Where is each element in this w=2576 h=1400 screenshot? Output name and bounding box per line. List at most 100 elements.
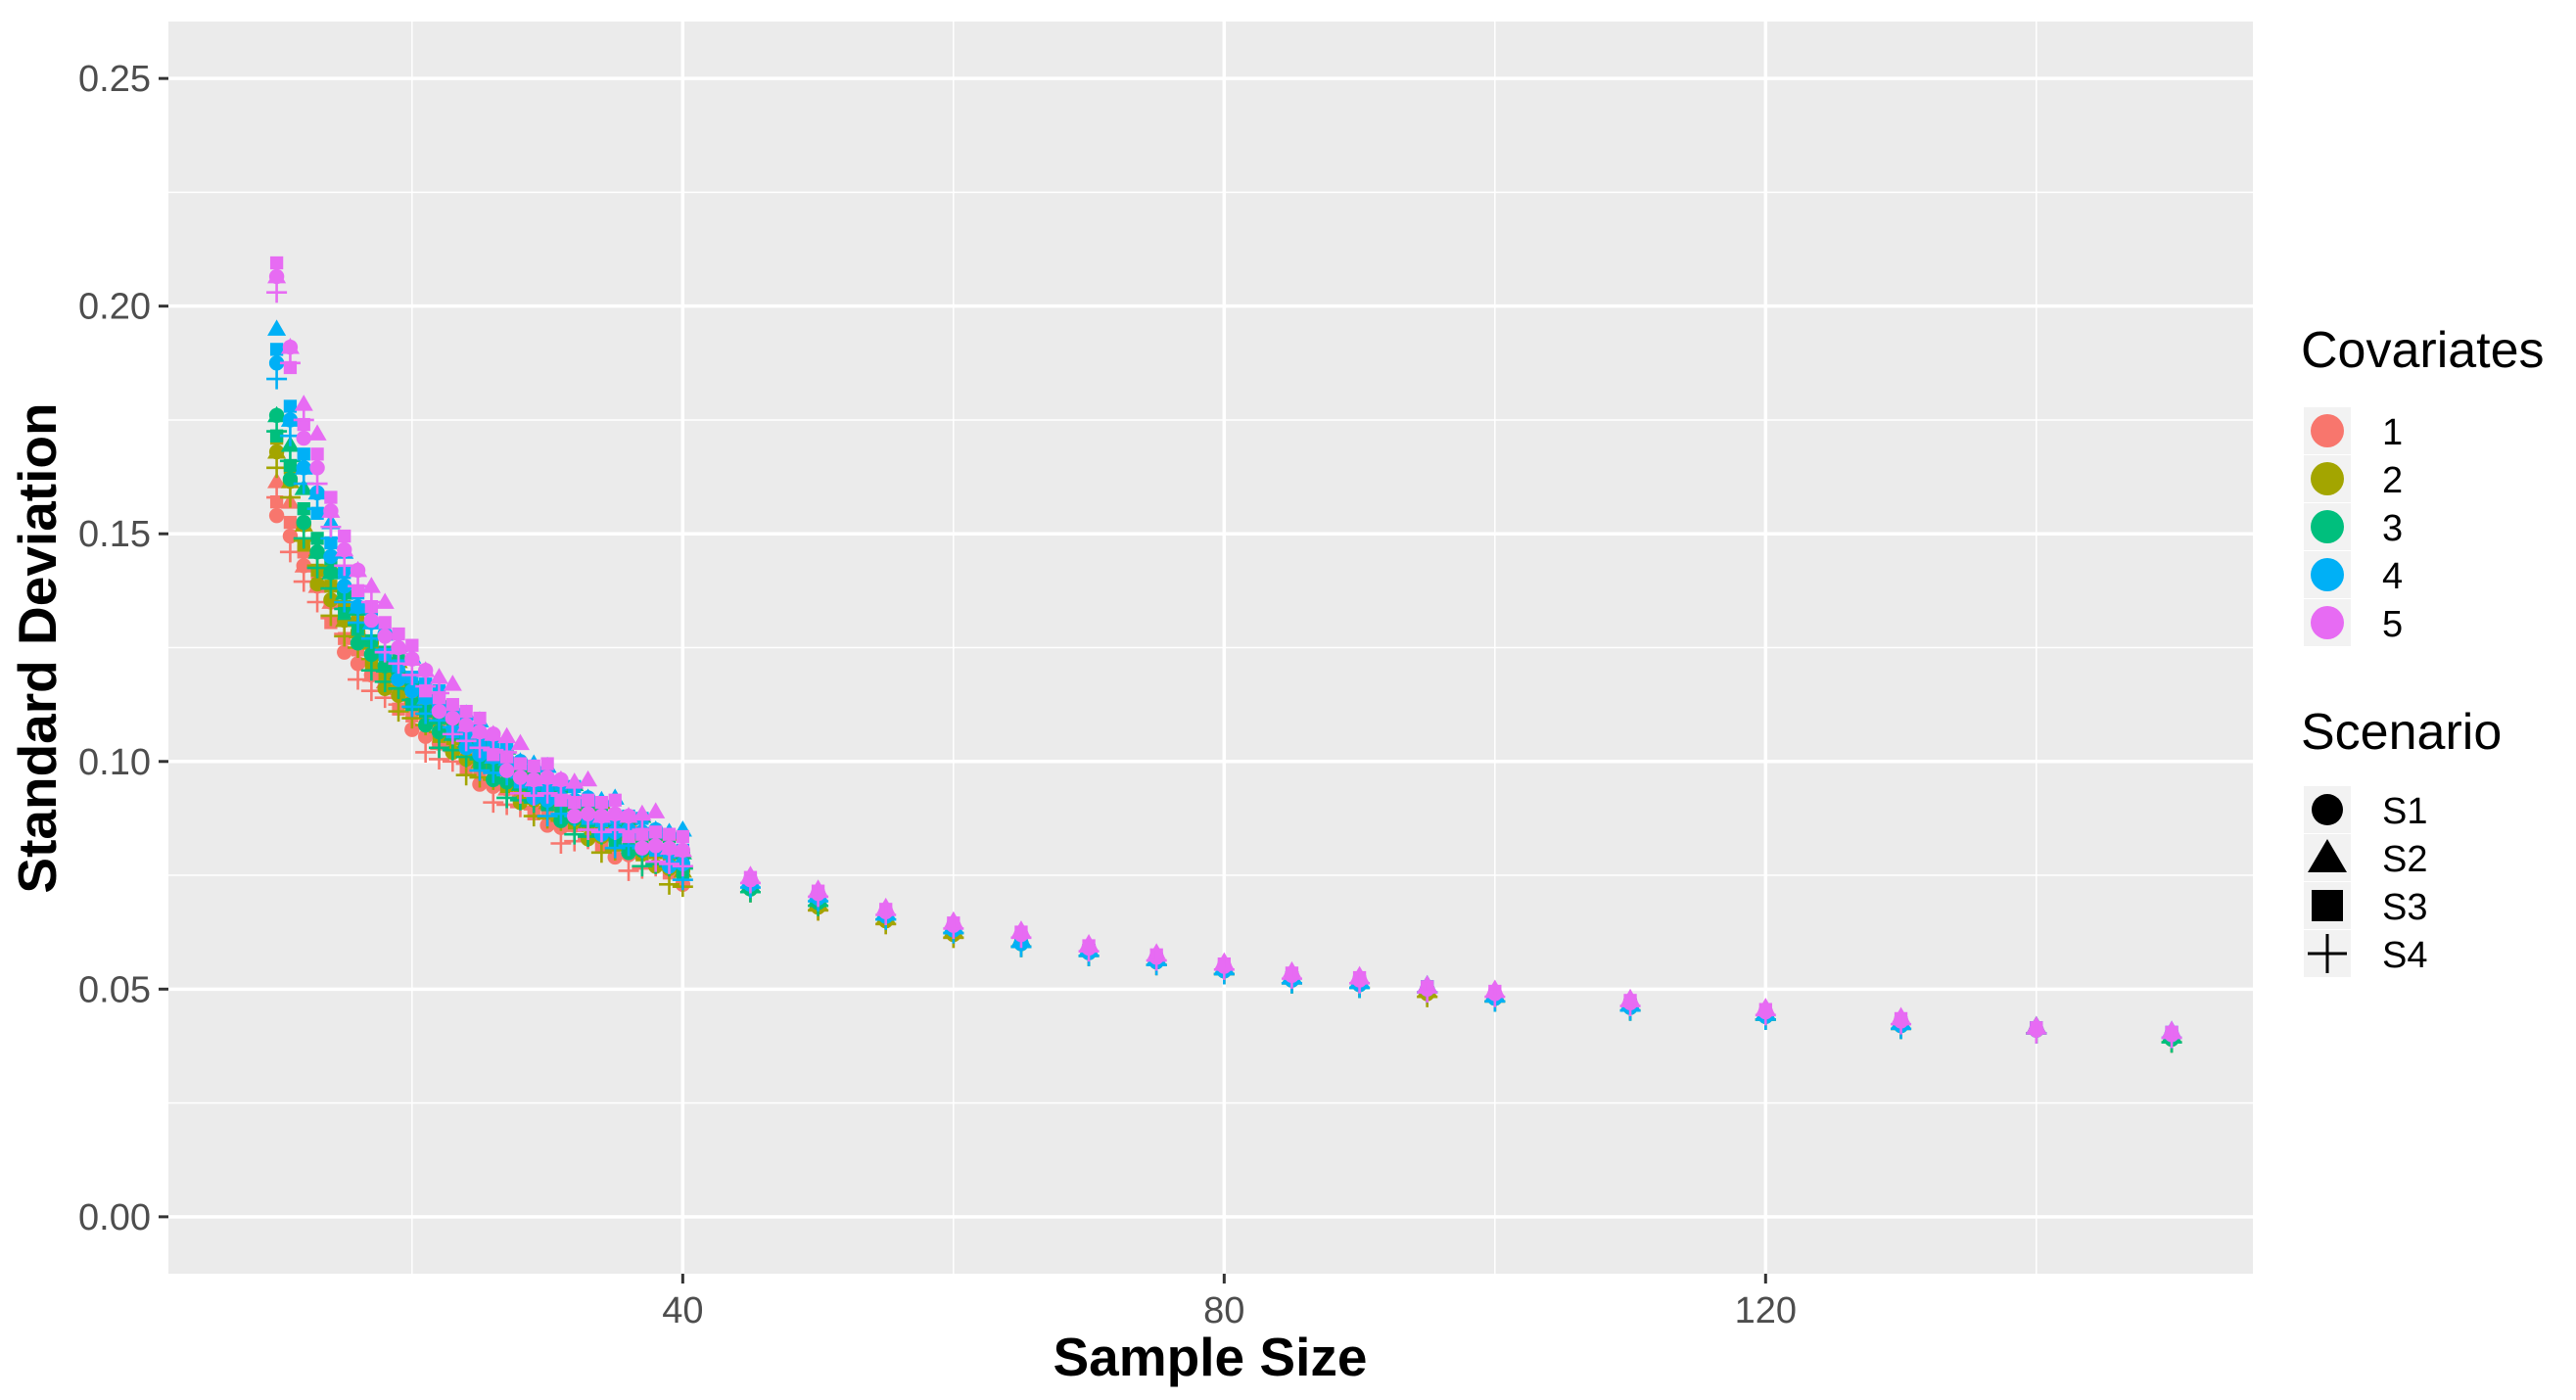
data-point <box>469 760 491 781</box>
data-point <box>619 807 638 823</box>
data-point <box>527 759 540 773</box>
data-point <box>306 473 328 494</box>
data-point <box>320 605 342 627</box>
data-point <box>335 539 354 557</box>
data-point <box>550 785 572 807</box>
data-point <box>632 819 653 841</box>
data-point <box>266 368 288 390</box>
legend-label-covariate: 5 <box>2382 604 2403 645</box>
data-point <box>604 837 626 859</box>
data-point <box>1891 1013 1912 1035</box>
data-point <box>581 793 595 807</box>
data-point <box>590 842 612 863</box>
y-tick-label: 0.05 <box>78 969 151 1010</box>
x-tick-label: 80 <box>1203 1290 1244 1331</box>
data-point <box>310 532 324 545</box>
data-point <box>659 873 680 895</box>
data-point <box>378 616 392 630</box>
legend-label-scenario: S2 <box>2382 839 2427 880</box>
legend-scenario-title: Scenario <box>2301 704 2502 761</box>
data-point <box>579 770 598 787</box>
legend-label-scenario: S4 <box>2382 935 2427 976</box>
data-point <box>306 557 328 579</box>
legend-label-scenario: S1 <box>2382 791 2427 832</box>
data-point <box>645 851 667 872</box>
data-point <box>323 591 339 608</box>
data-point <box>266 282 288 303</box>
data-point <box>279 352 301 374</box>
major-gridlines <box>168 22 2253 1274</box>
data-point <box>338 529 351 543</box>
data-point <box>293 528 314 549</box>
data-point <box>283 399 298 413</box>
data-point <box>538 768 557 784</box>
data-point <box>739 872 761 894</box>
data-point <box>334 555 355 577</box>
data-point <box>321 501 341 518</box>
data-point <box>309 460 325 476</box>
data-point <box>594 795 609 810</box>
data-point <box>524 770 543 787</box>
data-point <box>618 821 639 843</box>
data-point <box>269 256 284 270</box>
data-point <box>551 770 571 787</box>
data-point <box>334 626 355 647</box>
data-point <box>296 514 311 531</box>
data-point <box>634 840 650 856</box>
data-point <box>363 612 380 629</box>
data-point <box>296 430 311 446</box>
data-point <box>662 827 677 841</box>
data-point <box>470 722 490 739</box>
data-point <box>388 701 409 723</box>
data-point <box>2026 1022 2047 1044</box>
data-point <box>442 723 463 745</box>
data-point <box>632 804 652 821</box>
data-point <box>1213 958 1235 980</box>
data-point <box>415 741 437 763</box>
data-point <box>808 886 829 908</box>
legend-key-covariate-4 <box>2311 558 2344 591</box>
data-point <box>473 711 487 725</box>
data-point <box>267 472 287 489</box>
data-point <box>266 457 288 479</box>
data-point <box>428 682 449 704</box>
legend-label-scenario: S3 <box>2382 887 2427 928</box>
data-point <box>510 733 530 751</box>
data-point <box>324 490 338 504</box>
data-point <box>565 772 585 789</box>
data-point <box>496 787 518 809</box>
data-points <box>266 256 2182 1053</box>
legend-scenario: Scenario S1 S2 S3 S4 <box>2301 704 2502 977</box>
data-point <box>267 405 287 423</box>
data-point <box>348 576 369 597</box>
data-point <box>428 737 449 759</box>
data-point <box>401 696 423 718</box>
data-point <box>307 542 327 559</box>
legend-key-scenario-S3 <box>2312 890 2343 921</box>
data-point <box>416 661 436 677</box>
data-point <box>578 819 599 841</box>
data-point <box>283 515 298 530</box>
data-point <box>348 597 368 614</box>
x-axis-title: Sample Size <box>1054 1327 1368 1387</box>
data-point <box>498 763 515 778</box>
data-point <box>591 807 611 823</box>
data-point <box>618 860 639 881</box>
data-point <box>632 856 653 877</box>
data-point <box>321 563 341 580</box>
y-tick-label: 0.15 <box>78 514 151 555</box>
data-point <box>392 627 405 641</box>
legend-key-covariate-2 <box>2311 462 2344 495</box>
data-point <box>443 675 462 691</box>
data-point <box>389 637 408 655</box>
data-point <box>564 787 585 809</box>
data-point <box>605 804 625 821</box>
x-tick-label: 40 <box>662 1290 703 1331</box>
data-point <box>310 447 324 461</box>
data-point <box>483 792 504 814</box>
data-point <box>429 668 449 684</box>
legend-key-scenario-S2 <box>2308 839 2347 872</box>
data-point <box>267 442 287 459</box>
data-point <box>455 765 477 786</box>
data-point <box>604 819 626 841</box>
